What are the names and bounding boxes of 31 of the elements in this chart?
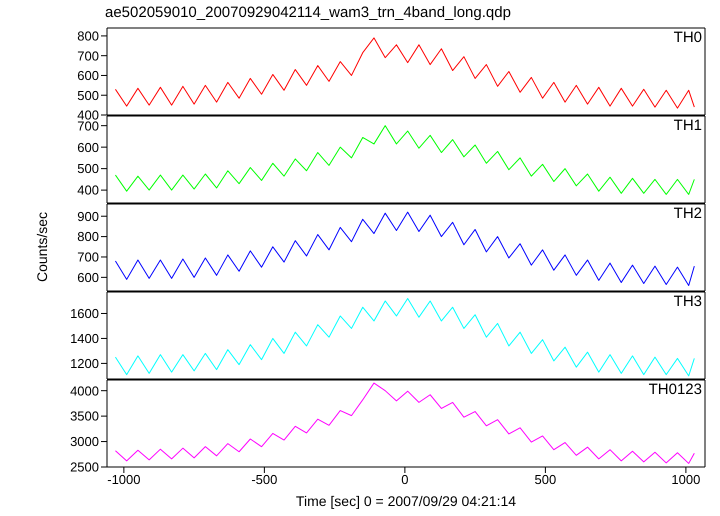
y-tick-label: 900 <box>77 208 99 224</box>
y-tick-label: 800 <box>77 229 99 244</box>
x-tick-label: 1000 <box>671 472 700 488</box>
y-axis-title: Counts/sec <box>34 212 50 282</box>
y-tick-label: 3500 <box>70 408 99 424</box>
y-tick-label: 700 <box>77 250 99 265</box>
y-tick-label: 4000 <box>70 383 99 398</box>
text: TH1 <box>674 117 702 134</box>
y-tick-label: 700 <box>77 48 99 64</box>
text: TH0 <box>674 29 702 46</box>
text: TH2 <box>674 205 702 222</box>
y-tick-label: 3000 <box>70 434 99 450</box>
y-tick-label: 600 <box>77 270 99 285</box>
x-tick-label: 500 <box>534 472 556 488</box>
y-tick-label: 1200 <box>70 356 99 372</box>
text: TH3 <box>674 293 702 310</box>
y-tick-label: 1600 <box>70 306 99 322</box>
y-tick-label: 500 <box>77 161 99 176</box>
y-tick-label: 400 <box>77 182 99 198</box>
y-tick-label: 600 <box>77 68 99 84</box>
x-tick-label: 0 <box>401 472 408 488</box>
chart-title: ae502059010_20070929042114_wam3_trn_4band_long.qdp <box>105 4 511 21</box>
y-tick-label: 2500 <box>70 460 99 475</box>
x-tick-label: -1000 <box>107 472 140 488</box>
y-tick-label: 500 <box>77 88 99 103</box>
x-axis-title: Time [sec] 0 = 2007/09/29 04:21:14 <box>296 493 516 509</box>
text: TH0123 <box>648 381 702 398</box>
x-tick-label: -500 <box>251 472 278 488</box>
y-tick-label: 1400 <box>70 331 99 346</box>
y-tick-label: 800 <box>77 28 99 44</box>
y-tick-label: 600 <box>77 140 99 155</box>
